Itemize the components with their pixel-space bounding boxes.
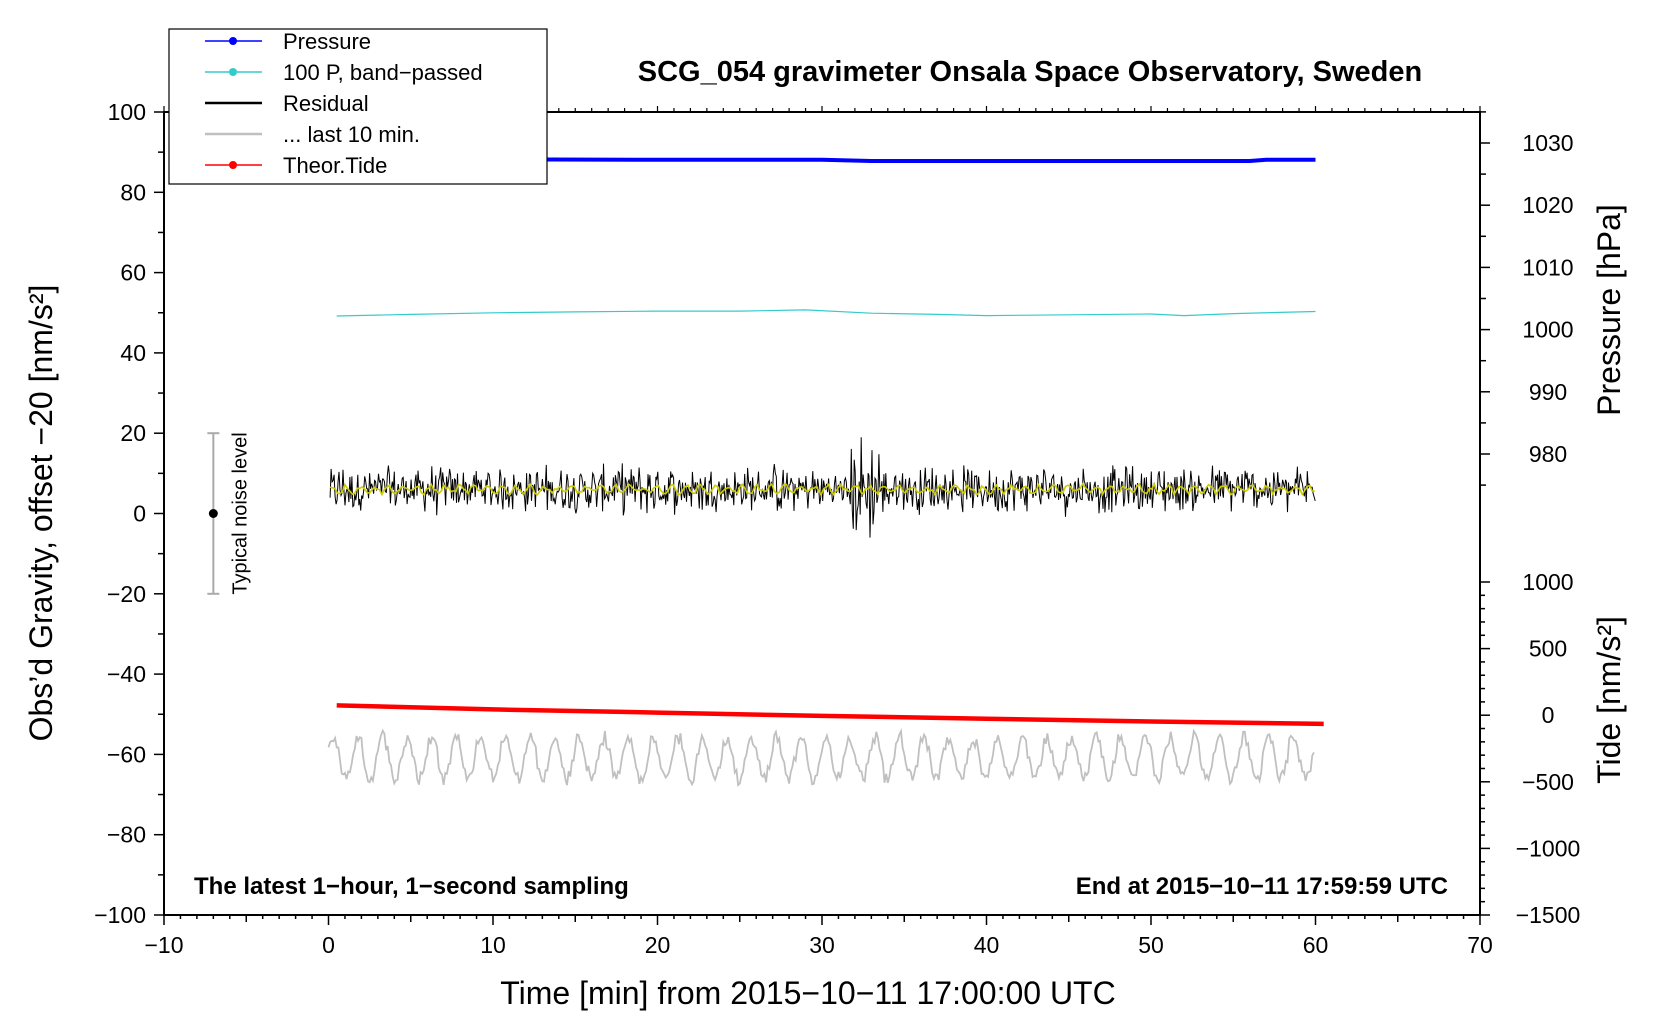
legend-label: ... last 10 min.: [283, 122, 420, 147]
noise-bar-dot: [208, 509, 218, 518]
x-tick-label: 10: [480, 932, 506, 958]
pressure-tick-label: 1010: [1522, 254, 1573, 280]
x-tick-label: −10: [144, 932, 183, 958]
y-tick-label: 40: [120, 340, 146, 366]
legend-label: Pressure: [283, 29, 371, 54]
x-axis-title: Time [min] from 2015−10−11 17:00:00 UTC: [500, 975, 1115, 1011]
legend-label: Residual: [283, 91, 369, 116]
axes-layer: −10 0 10 20 30 40 50 60 70−100−80−60−40−20020406…: [94, 99, 1580, 958]
series-pressure: [328, 157, 1316, 163]
plot-area: [163, 111, 1481, 916]
x-tick-label: 50: [1138, 932, 1164, 958]
pressure-tick-label: 1020: [1522, 192, 1573, 218]
legend-label: 100 P, band−passed: [283, 60, 483, 85]
y-tick-label: −60: [107, 741, 146, 767]
y-tick-label: −20: [107, 581, 146, 607]
pressure-tick-label: 1000: [1522, 317, 1573, 343]
pressure-tick-label: 980: [1529, 441, 1567, 467]
y-tick-label: −100: [94, 902, 146, 928]
legend: Pressure 100 P, band−passed Residual ... la…: [168, 28, 548, 185]
x-tick-label: 30: [809, 932, 835, 958]
legend-box: [168, 28, 548, 185]
legend-label: Theor.Tide: [283, 153, 387, 178]
tide-tick-label: 1000: [1522, 569, 1573, 595]
tide-tick-label: −500: [1522, 769, 1574, 795]
series-residual-smoothed: [329, 482, 1315, 497]
noise-bar-label: Typical noise level: [229, 432, 251, 594]
x-tick-label: 70: [1467, 932, 1493, 958]
series-residual: [329, 437, 1316, 538]
series-last-10-min: [327, 727, 1315, 787]
x-tick-label: 0: [322, 932, 335, 958]
pressure-tick-label: 990: [1529, 379, 1567, 405]
y-tick-label: 0: [133, 501, 146, 527]
legend-marker: [229, 161, 237, 169]
y-axis-title-tide: Tide [nm/s²]: [1591, 616, 1627, 784]
y-tick-label: 60: [120, 260, 146, 286]
pressure-tick-label: 1030: [1522, 130, 1573, 156]
tide-tick-label: −1000: [1516, 835, 1581, 861]
legend-marker: [229, 37, 237, 45]
chart-title: SCG_054 gravimeter Onsala Space Observat…: [638, 56, 1422, 88]
y-tick-label: 80: [120, 179, 146, 205]
noise-bar: Typical noise level: [207, 432, 251, 595]
tide-tick-label: 0: [1542, 702, 1555, 728]
x-tick-label: 40: [974, 932, 1000, 958]
legend-marker: [229, 68, 237, 76]
series-theor-tide: [336, 703, 1324, 727]
y-tick-label: −40: [107, 661, 146, 687]
y-tick-label: −80: [107, 822, 146, 848]
tide-tick-label: 500: [1529, 636, 1567, 662]
series-100-p-band-passed: [336, 309, 1316, 317]
y-axis-title-pressure: Pressure [hPa]: [1591, 204, 1627, 416]
tide-tick-label: −1500: [1516, 902, 1581, 928]
series-layer: [327, 157, 1324, 787]
y-tick-label: 100: [108, 99, 146, 125]
x-tick-label: 60: [1303, 932, 1329, 958]
x-tick-label: 20: [645, 932, 671, 958]
note-end-time: End at 2015−10−11 17:59:59 UTC: [1076, 873, 1448, 900]
note-sampling: The latest 1−hour, 1−second sampling: [194, 873, 629, 900]
plot-frame: [163, 111, 1481, 916]
y-axis-title-left: Obs’d Gravity, offset −20 [nm/s²]: [23, 285, 59, 742]
y-tick-label: 20: [120, 420, 146, 446]
